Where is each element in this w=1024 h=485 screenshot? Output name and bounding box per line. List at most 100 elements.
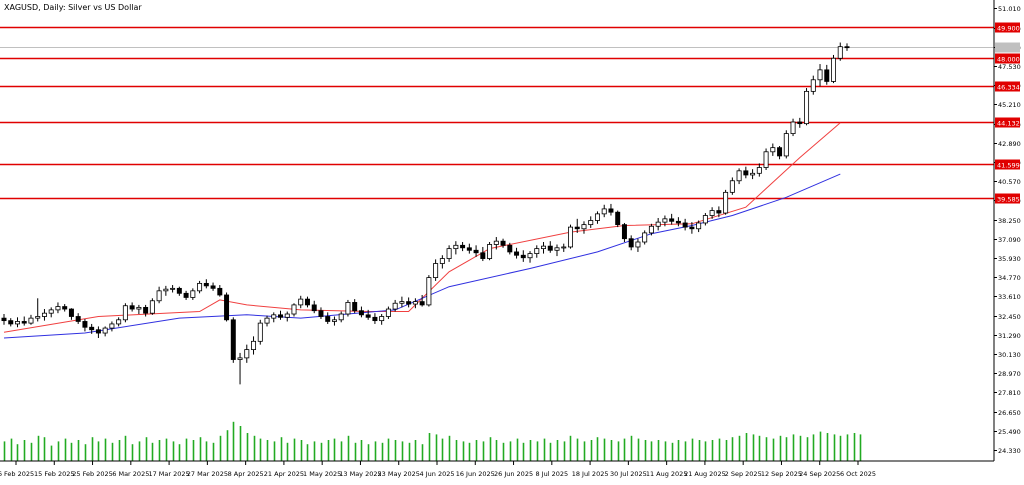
candle-70 (473, 245, 479, 257)
price-tick-label-20: 27.810 (998, 389, 1021, 397)
candle-28 (190, 288, 196, 300)
level-labels: 49.900 48.000 46.334 44.132 41.599 39.585 (995, 22, 1020, 204)
candle-56 (379, 314, 385, 325)
candle-117 (790, 118, 796, 137)
level-label-1: 48.000 (997, 56, 1020, 64)
date-tick-label-13: 26 Jun 2025 (494, 470, 533, 478)
candle-98 (662, 215, 668, 227)
current-price-tag (995, 42, 1020, 53)
candle-125 (844, 43, 850, 51)
date-tick-label-15: 18 Jul 2025 (572, 470, 609, 478)
candle-76 (514, 247, 520, 259)
candle-66 (446, 245, 452, 262)
candle-105 (709, 207, 715, 219)
candle-96 (648, 223, 654, 236)
chart-title: XAGUSD, Daily: Silver vs US Dollar (4, 3, 142, 12)
price-tick-label-5: 45.210 (998, 101, 1021, 109)
candle-46 (311, 300, 317, 314)
price-tick-label-7: 42.890 (998, 140, 1021, 148)
price-tick-label-11: 38.250 (998, 217, 1021, 225)
candle-64 (433, 259, 439, 281)
candle-86 (581, 221, 587, 234)
date-tick-label-3: 6 Mar 2025 (112, 470, 149, 478)
candle-121 (817, 64, 823, 87)
level-label-4: 41.599 (997, 162, 1020, 170)
level-label-0: 49.900 (997, 25, 1020, 33)
candle-10 (68, 308, 74, 320)
date-tick-label-1: 15 Feb 2025 (34, 470, 74, 478)
candle-38 (257, 319, 263, 345)
candle-99 (669, 213, 675, 225)
candle-87 (588, 216, 594, 228)
level-label-5: 39.585 (997, 196, 1020, 204)
date-tick-label-5: 27 Mar 2025 (187, 470, 228, 478)
candle-69 (466, 243, 472, 254)
candle-53 (358, 306, 364, 318)
candle-29 (197, 280, 203, 294)
price-tick-label-22: 25.490 (998, 428, 1021, 436)
candle-75 (507, 242, 513, 255)
candle-118 (797, 117, 803, 128)
candle-18 (122, 303, 128, 323)
candle-3 (21, 316, 27, 326)
candle-97 (655, 218, 661, 231)
moving-average-1 (3, 173, 841, 339)
candle-123 (831, 54, 837, 84)
candle-88 (594, 211, 600, 224)
candle-44 (298, 295, 304, 309)
level-tag-4 (995, 159, 1020, 170)
price-tick-label-3: 47.530 (998, 63, 1021, 71)
candle-32 (217, 285, 223, 297)
candle-48 (325, 312, 331, 324)
price-tick-label-12: 37.090 (998, 236, 1021, 244)
price-tick-label-21: 26.650 (998, 409, 1021, 417)
candle-22 (149, 298, 155, 315)
horizontal-levels (0, 26, 994, 200)
candle-47 (318, 307, 324, 319)
candle-19 (129, 302, 135, 312)
date-tick-label-21: 24 Sep 2025 (799, 470, 840, 478)
candle-83 (561, 243, 567, 252)
candle-106 (716, 206, 722, 218)
price-tick-label-17: 31.290 (998, 332, 1021, 340)
price-tick-label-23: 24.330 (998, 447, 1021, 455)
candle-43 (291, 303, 297, 317)
price-tick-label-18: 30.130 (998, 351, 1021, 359)
candles (1, 42, 850, 385)
price-tick-label-15: 33.610 (998, 293, 1021, 301)
candle-11 (75, 313, 81, 324)
candle-79 (534, 245, 540, 258)
candle-36 (244, 344, 250, 363)
candle-33 (224, 292, 230, 322)
candle-74 (500, 238, 506, 248)
price-tick-label-16: 32.450 (998, 313, 1021, 321)
candle-13 (89, 323, 95, 334)
date-tick-label-22: 6 Oct 2025 (840, 470, 876, 478)
date-tick-label-12: 16 Jun 2025 (456, 470, 495, 478)
candle-62 (419, 294, 425, 307)
level-tag-3 (995, 117, 1020, 128)
candle-94 (635, 238, 641, 252)
candle-0 (1, 314, 7, 325)
date-tick-label-9: 13 May 2025 (339, 470, 381, 478)
candle-65 (439, 255, 445, 269)
date-tick-label-17: 11 Aug 2025 (646, 470, 688, 478)
price-tick-label-9: 40.570 (998, 178, 1021, 186)
candle-111 (750, 169, 756, 180)
candle-12 (82, 318, 88, 332)
candle-40 (271, 312, 277, 323)
candle-102 (689, 222, 695, 234)
candle-124 (837, 42, 843, 61)
date-tick-label-7: 21 Apr 2025 (264, 470, 304, 478)
date-tick-label-8: 1 May 2025 (303, 470, 341, 478)
candle-51 (345, 299, 351, 317)
candle-84 (568, 224, 573, 249)
candle-5 (35, 298, 41, 322)
level-tag-5 (995, 193, 1020, 204)
candle-37 (251, 336, 257, 355)
candle-42 (284, 311, 290, 322)
candle-34 (230, 317, 236, 363)
price-tick-label-19: 28.970 (998, 370, 1021, 378)
